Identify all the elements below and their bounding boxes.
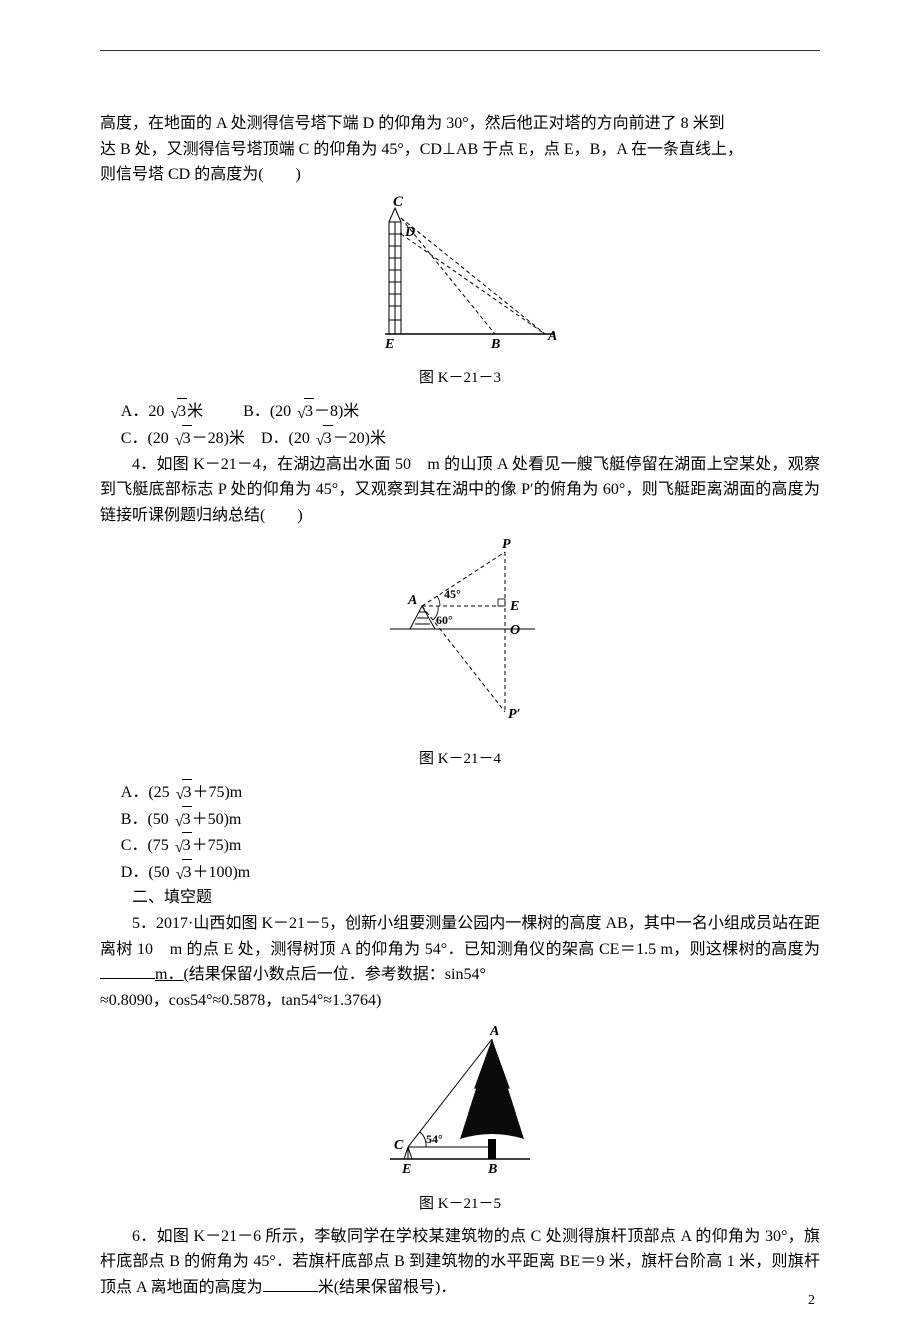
figure-k21-3: C D E B A <box>100 194 820 363</box>
q6-blank <box>263 1275 318 1292</box>
q4-opt-B-pre: B．(50 <box>121 811 173 828</box>
figure-k21-3-caption: 图 K－21－3 <box>100 366 820 390</box>
page: 高度，在地面的 A 处测得信号塔下端 D 的仰角为 30°，然后他正对塔的方向前… <box>0 0 920 1341</box>
sqrt-icon: √3 <box>173 832 192 859</box>
q3-opt-D-post: －20)米 <box>333 430 386 447</box>
label-D: D <box>404 225 415 240</box>
q3-options: A．20 √3米 B．(20 √3－8)米 C．(20 √3－28)米 D．(2… <box>121 398 820 451</box>
q3-text-line3: 则信号塔 CD 的高度为( ) <box>100 162 820 188</box>
label-B5: B <box>487 1162 497 1177</box>
q5-unit: m． <box>155 966 183 983</box>
label-B: B <box>490 337 500 352</box>
label-60: 60° <box>436 613 453 627</box>
label-E: E <box>384 337 394 352</box>
label-45: 45° <box>444 587 461 601</box>
page-number: 2 <box>808 1290 815 1312</box>
q5-blank <box>100 962 155 979</box>
sqrt-icon: √3 <box>314 425 333 452</box>
q6-tail: 米(结果保留根号)． <box>318 1279 457 1296</box>
label-A5: A <box>489 1024 499 1039</box>
q4-opt-A-post: ＋75)m <box>192 784 242 801</box>
sqrt-icon: √3 <box>168 398 187 425</box>
q4-opt-C-post: ＋75)m <box>192 837 242 854</box>
label-Pp: P′ <box>508 707 521 722</box>
q3-opt-A-post: 米 <box>187 403 203 420</box>
label-E5: E <box>401 1162 411 1177</box>
label-C: C <box>393 194 404 210</box>
q4-opt-D-pre: D．(50 <box>121 864 174 881</box>
q3-opt-D-pre: D．(20 <box>261 430 314 447</box>
sqrt-icon: √3 <box>295 398 314 425</box>
section-2-title: 二、填空题 <box>100 885 820 911</box>
sqrt-icon: √3 <box>174 779 193 806</box>
q5-text: 5．2017·山西如图 K－21－5，创新小组要测量公园内一棵树的高度 AB，其… <box>100 911 820 988</box>
q3-opt-C-pre: C．(20 <box>121 430 173 447</box>
label-E2: E <box>509 599 519 614</box>
q3-opt-B-post: －8)米 <box>314 403 359 420</box>
q3-opt-A-pre: A．20 <box>121 403 169 420</box>
figure-k21-5: A C E B 54° <box>100 1019 820 1188</box>
figure-k21-5-caption: 图 K－21－5 <box>100 1192 820 1216</box>
header-rule <box>100 50 820 51</box>
figure-k21-4-caption: 图 K－21－4 <box>100 747 820 771</box>
q3-text-line2: 达 B 处，又测得信号塔顶端 C 的仰角为 45°，CD⊥AB 于点 E，点 E… <box>100 137 820 163</box>
q3-opt-C-post: －28)米 <box>192 430 245 447</box>
label-A2: A <box>407 593 417 608</box>
sqrt-icon: √3 <box>173 425 192 452</box>
q4-opt-C-pre: C．(75 <box>121 837 173 854</box>
label-P: P <box>502 537 511 552</box>
label-A: A <box>547 329 557 344</box>
q6-text: 6．如图 K－21－6 所示，李敏同学在学校某建筑物的点 C 处测得旗杆顶部点 … <box>100 1224 820 1301</box>
q4-options: A．(25 √3＋75)m B．(50 √3＋50)m C．(75 √3＋75)… <box>121 779 820 885</box>
figure-k21-4: P A E O P′ 45° 60° <box>100 534 820 743</box>
q4-opt-B-post: ＋50)m <box>192 811 242 828</box>
q5-middle: (结果保留小数点后一位．参考数据：sin54° <box>183 966 485 983</box>
label-54: 54° <box>426 1132 443 1146</box>
q5-prefix: 5．2017·山西如图 K－21－5，创新小组要测量公园内一棵树的高度 AB，其… <box>100 915 820 958</box>
label-O: O <box>510 623 520 638</box>
sqrt-icon: √3 <box>174 859 193 886</box>
label-C5: C <box>394 1138 404 1153</box>
q3-text-line1: 高度，在地面的 A 处测得信号塔下端 D 的仰角为 30°，然后他正对塔的方向前… <box>100 111 820 137</box>
sqrt-icon: √3 <box>173 806 192 833</box>
q4-text: 4．如图 K－21－4，在湖边高出水面 50 m 的山顶 A 处看见一艘飞艇停留… <box>100 452 820 529</box>
q4-opt-D-post: ＋100)m <box>192 864 250 881</box>
q6-prefix: 6．如图 K－21－6 所示，李敏同学在学校某建筑物的点 C 处测得旗杆顶部点 … <box>100 1228 820 1296</box>
q4-opt-A-pre: A．(25 <box>121 784 174 801</box>
q3-opt-B-pre: B．(20 <box>243 403 295 420</box>
q5-tail: ≈0.8090，cos54°≈0.5878，tan54°≈1.3764) <box>100 988 820 1014</box>
